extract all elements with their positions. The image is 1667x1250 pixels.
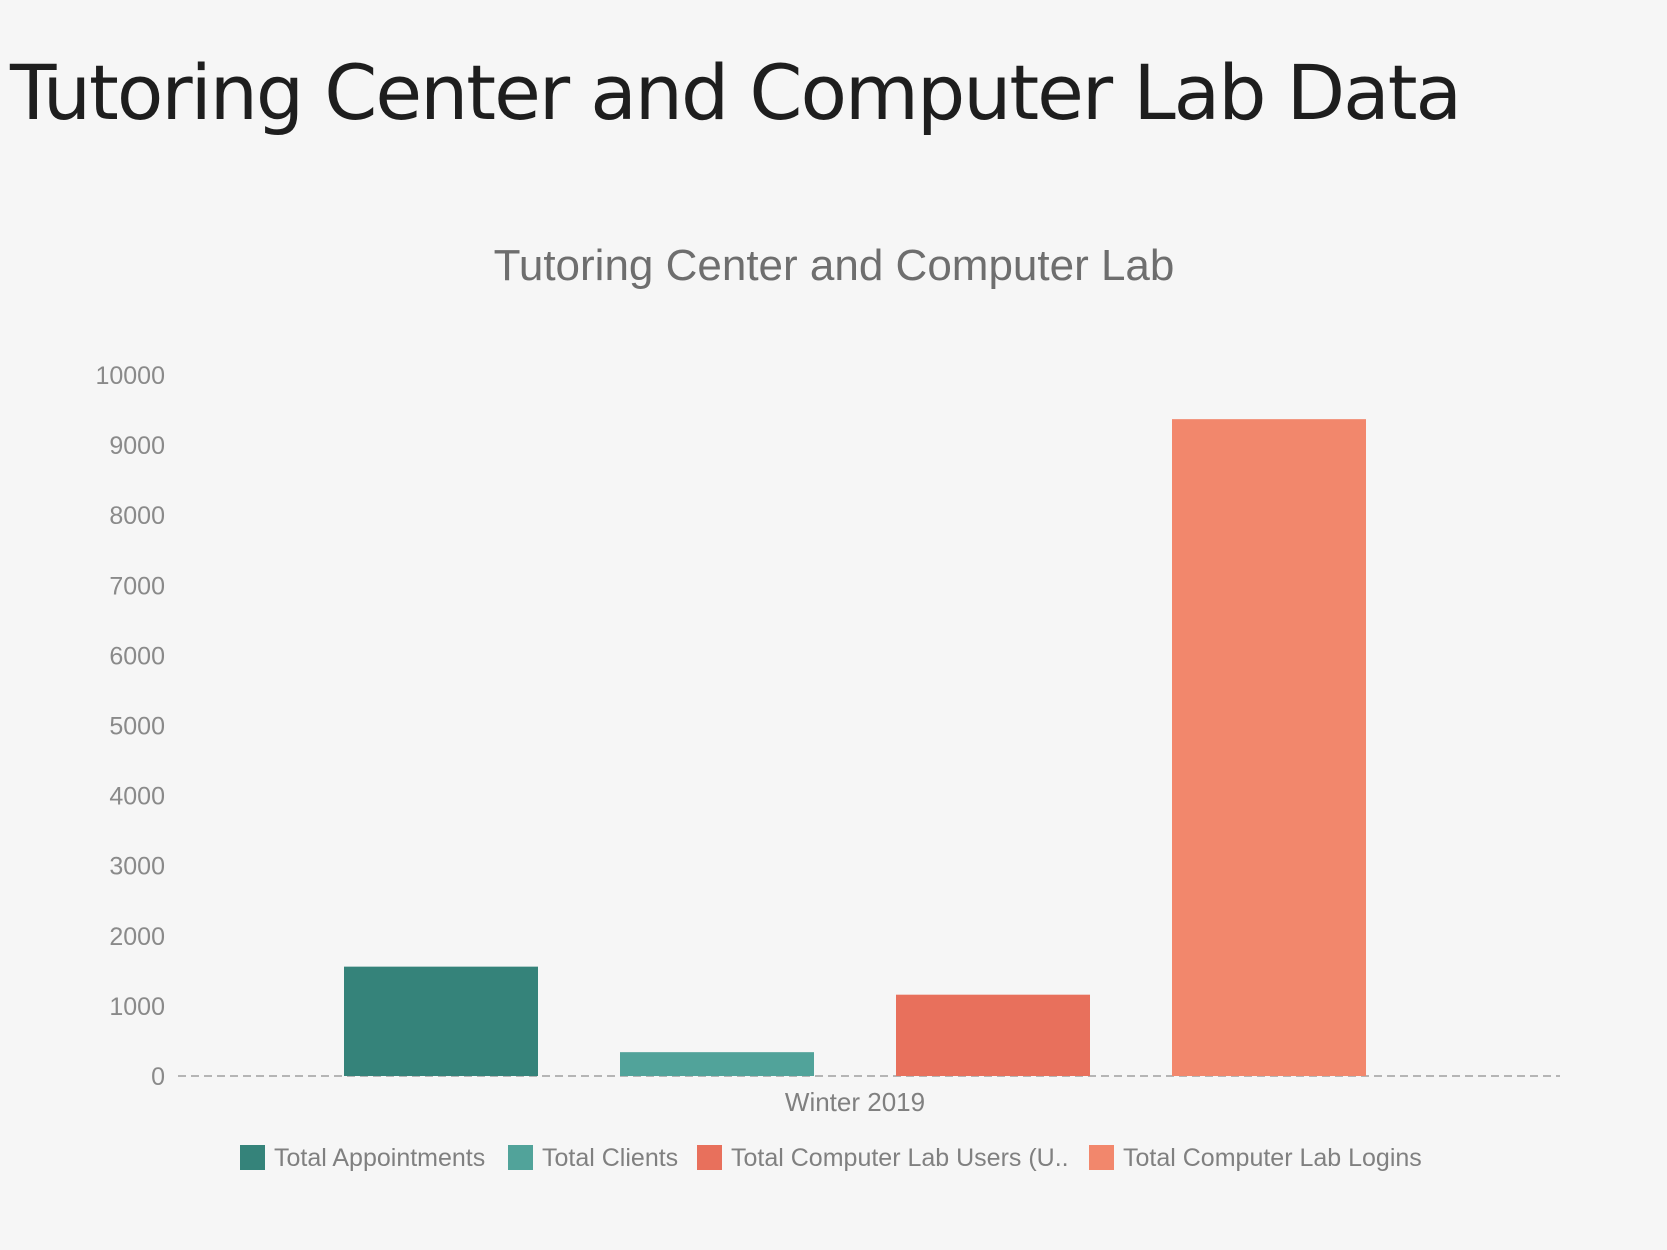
y-tick-label: 4000 bbox=[109, 783, 165, 811]
legend-swatch bbox=[697, 1145, 722, 1170]
legend-swatch bbox=[508, 1145, 533, 1170]
y-tick-label: 9000 bbox=[109, 432, 165, 460]
slide-title: Tutoring Center and Computer Lab Data bbox=[10, 48, 1462, 137]
bar bbox=[620, 1052, 814, 1076]
legend-swatch bbox=[1089, 1145, 1114, 1170]
legend-swatch bbox=[240, 1145, 265, 1170]
legend-label: Total Computer Lab Users (U.. bbox=[731, 1144, 1069, 1172]
y-tick-label: 5000 bbox=[109, 713, 165, 741]
y-tick-label: 10000 bbox=[95, 362, 165, 390]
y-tick-label: 7000 bbox=[109, 572, 165, 600]
y-tick-label: 6000 bbox=[109, 642, 165, 670]
legend-label: Total Appointments bbox=[274, 1144, 485, 1172]
y-tick-label: 1000 bbox=[109, 993, 165, 1021]
y-tick-label: 8000 bbox=[109, 502, 165, 530]
bar bbox=[344, 966, 538, 1076]
y-axis: 0 1000 2000 3000 4000 5000 6000 7000 8000 9000 100… bbox=[95, 362, 165, 1091]
x-category-label: Winter 2019 bbox=[785, 1087, 925, 1117]
legend: Total Appointments Total Clients Total Com… bbox=[240, 1144, 1422, 1172]
x-axis: Winter 2019 bbox=[785, 1087, 925, 1117]
y-tick-label: 3000 bbox=[109, 853, 165, 881]
y-tick-label: 2000 bbox=[109, 923, 165, 951]
legend-label: Total Clients bbox=[542, 1144, 678, 1172]
legend-label: Total Computer Lab Logins bbox=[1123, 1144, 1422, 1172]
bar bbox=[1172, 419, 1366, 1077]
chart-title: Tutoring Center and Computer Lab bbox=[494, 241, 1175, 290]
bar bbox=[896, 994, 1090, 1076]
y-tick-label: 0 bbox=[151, 1063, 165, 1091]
bars-group bbox=[344, 419, 1366, 1077]
